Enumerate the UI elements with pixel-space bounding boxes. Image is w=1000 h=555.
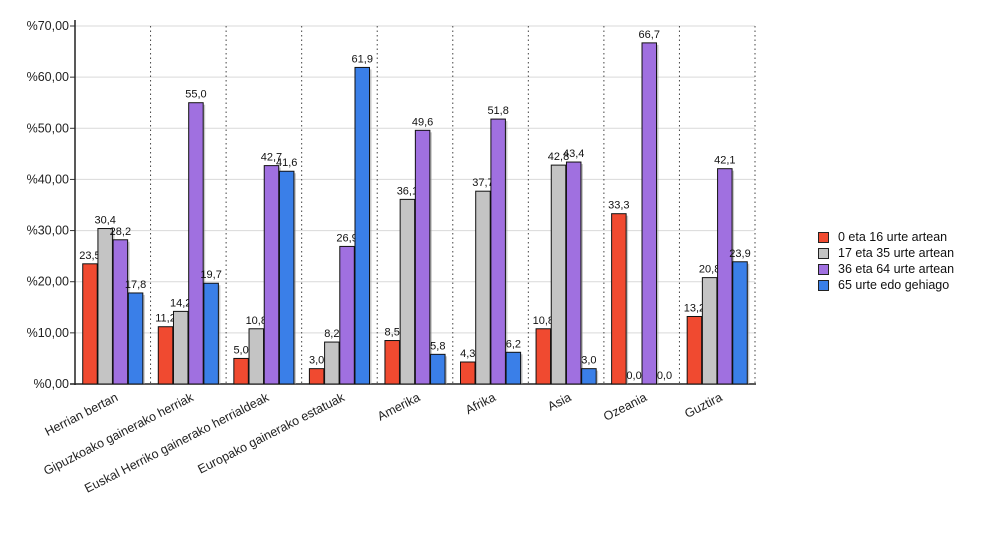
data-label: 26,9 bbox=[336, 232, 357, 244]
bar bbox=[430, 353, 446, 385]
data-label: 30,4 bbox=[94, 215, 115, 227]
data-label: 10,8 bbox=[533, 315, 554, 327]
bar bbox=[354, 66, 370, 385]
data-label: 10,8 bbox=[246, 315, 267, 327]
legend-swatch bbox=[818, 231, 829, 243]
legend-swatch bbox=[818, 263, 829, 275]
legend-label: 17 eta 35 urte artean bbox=[838, 246, 955, 260]
data-label: 5,8 bbox=[430, 340, 445, 352]
bar bbox=[384, 340, 400, 385]
bar bbox=[248, 328, 265, 385]
legend-swatch bbox=[818, 279, 829, 291]
bar bbox=[460, 361, 476, 385]
bar bbox=[717, 168, 733, 385]
bar bbox=[641, 42, 658, 385]
legend-label: 0 eta 16 urte artean bbox=[838, 230, 948, 244]
data-label: 11,2 bbox=[155, 313, 176, 325]
x-tick-label: Guztira bbox=[682, 390, 724, 421]
y-tick-label: %20,00 bbox=[27, 275, 69, 289]
data-label: 14,2 bbox=[170, 297, 191, 309]
data-label: 61,9 bbox=[352, 53, 373, 65]
data-label: 37,7 bbox=[472, 177, 493, 189]
x-tick-label: Europako gainerako estatuak bbox=[196, 390, 348, 477]
bar bbox=[188, 102, 204, 385]
y-tick-label: %60,00 bbox=[27, 70, 69, 84]
bar bbox=[324, 341, 340, 385]
bar bbox=[535, 328, 552, 385]
data-label: 42,8 bbox=[548, 151, 569, 163]
bar bbox=[505, 351, 522, 385]
data-label: 23,9 bbox=[729, 248, 750, 260]
y-tick-label: %0,00 bbox=[34, 377, 69, 391]
y-tick-label: %70,00 bbox=[27, 19, 69, 33]
y-tick-label: %30,00 bbox=[27, 224, 69, 238]
legend-item: 65 urte edo gehiago bbox=[818, 277, 954, 293]
x-tick-label: Ozeania bbox=[601, 390, 649, 424]
bar bbox=[414, 129, 431, 385]
bar bbox=[172, 310, 189, 385]
data-label: 43,4 bbox=[563, 148, 584, 160]
legend-swatch bbox=[818, 247, 829, 259]
data-label: 6,2 bbox=[506, 338, 521, 350]
data-label: 4,3 bbox=[460, 348, 475, 360]
data-label: 19,7 bbox=[200, 269, 221, 281]
bar bbox=[686, 315, 703, 385]
data-label: 33,3 bbox=[608, 200, 629, 212]
data-label: 17,8 bbox=[125, 279, 146, 291]
bar bbox=[278, 170, 295, 385]
data-label: 0,0 bbox=[657, 370, 672, 382]
bar bbox=[550, 164, 567, 385]
bar bbox=[565, 161, 582, 385]
bar bbox=[339, 245, 355, 385]
data-label: 13,2 bbox=[684, 302, 705, 314]
y-tick-label: %50,00 bbox=[27, 121, 69, 135]
data-label: 55,0 bbox=[185, 89, 206, 101]
data-label: 36,1 bbox=[397, 185, 418, 197]
data-label: 5,0 bbox=[233, 344, 248, 356]
bar bbox=[203, 282, 219, 385]
data-label: 3,0 bbox=[581, 355, 596, 367]
y-tick-label: %10,00 bbox=[27, 326, 69, 340]
y-tick-label: %40,00 bbox=[27, 172, 69, 186]
bar bbox=[157, 326, 174, 385]
data-label: 23,5 bbox=[79, 250, 100, 262]
legend-item: 0 eta 16 urte artean bbox=[818, 229, 954, 245]
data-label: 51,8 bbox=[487, 105, 508, 117]
legend-label: 65 urte edo gehiago bbox=[838, 278, 950, 292]
legend-item: 17 eta 35 urte artean bbox=[818, 245, 954, 261]
data-label: 41,6 bbox=[276, 157, 297, 169]
bar bbox=[475, 190, 491, 385]
data-label: 8,5 bbox=[385, 327, 400, 339]
data-label: 20,8 bbox=[699, 264, 720, 276]
bar bbox=[399, 198, 416, 385]
bar bbox=[732, 261, 748, 385]
legend-item: 36 eta 64 urte artean bbox=[818, 261, 954, 277]
bar bbox=[701, 277, 718, 385]
bar bbox=[97, 228, 113, 385]
data-label: 8,2 bbox=[324, 328, 339, 340]
bar bbox=[308, 368, 325, 385]
data-label: 66,7 bbox=[639, 29, 660, 41]
data-label: 42,7 bbox=[261, 152, 282, 164]
bar bbox=[233, 357, 249, 385]
bar bbox=[581, 368, 597, 385]
x-tick-label: Afrika bbox=[463, 390, 498, 417]
bar bbox=[611, 213, 627, 385]
data-label: 3,0 bbox=[309, 355, 324, 367]
data-label: 28,2 bbox=[110, 226, 131, 238]
legend-label: 36 eta 64 urte artean bbox=[838, 262, 955, 276]
data-label: 42,1 bbox=[714, 155, 735, 167]
data-label: 49,6 bbox=[412, 116, 433, 128]
bar bbox=[112, 239, 129, 385]
data-label: 0,0 bbox=[626, 370, 641, 382]
legend: 0 eta 16 urte artean 17 eta 35 urte artea… bbox=[818, 229, 954, 293]
bar bbox=[490, 118, 506, 385]
bar bbox=[127, 292, 144, 385]
x-tick-label: Amerika bbox=[375, 390, 422, 423]
x-tick-label: Asia bbox=[545, 390, 573, 414]
bar bbox=[263, 165, 280, 385]
bar bbox=[82, 263, 98, 385]
